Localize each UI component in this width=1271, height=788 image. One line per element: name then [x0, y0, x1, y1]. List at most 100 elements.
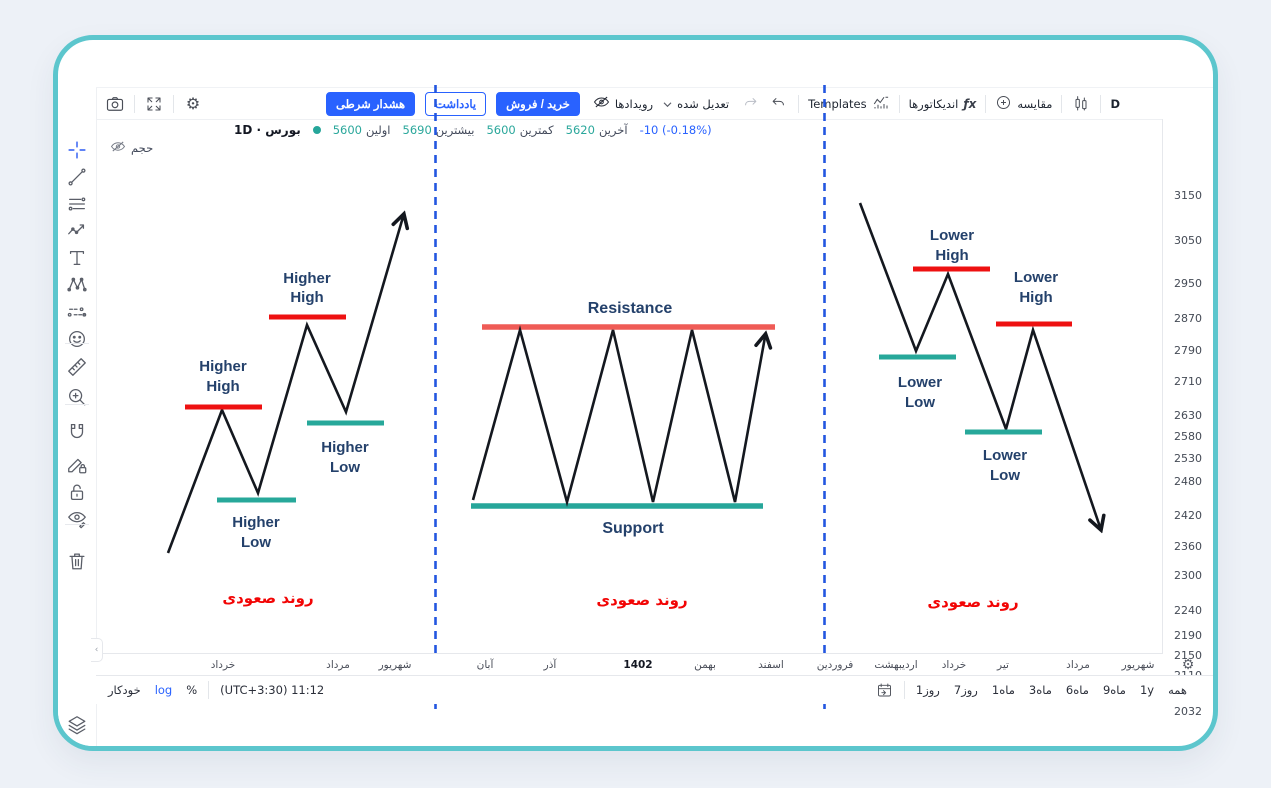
trend-line-icon[interactable] — [66, 166, 88, 188]
trash-icon[interactable] — [66, 550, 88, 572]
lock-icon[interactable] — [66, 481, 88, 503]
time-axis-label: مرداد — [326, 659, 350, 671]
percent-scale-button[interactable]: % — [186, 683, 198, 697]
log-scale-button[interactable]: log — [154, 683, 173, 697]
symbol-name[interactable]: بورس · 1D — [234, 123, 301, 137]
svg-text:Higher: Higher — [232, 514, 280, 531]
svg-text:Lower: Lower — [1014, 269, 1058, 286]
range-6month[interactable]: 6ماه — [1065, 683, 1089, 697]
symbol-legend: بورس · 1D اولین 5600 بیشترین 5690 کمترین 56… — [234, 123, 712, 137]
time-axis-label: شهریور — [1121, 659, 1155, 671]
clock[interactable]: 11:12 (UTC+3:30) — [220, 683, 325, 697]
range-1year[interactable]: 1y — [1139, 683, 1155, 697]
buy-sell-button[interactable]: خرید / فروش — [496, 91, 580, 116]
price-axis-value: 2580 — [1174, 430, 1202, 443]
crosshair-icon[interactable] — [66, 139, 88, 161]
interval-button[interactable]: D — [1110, 96, 1120, 111]
go-to-date-icon[interactable] — [870, 679, 900, 701]
hide-drawings-icon[interactable] — [66, 508, 88, 530]
adjusted-dropdown[interactable]: تعدیل شده — [663, 97, 729, 111]
fullscreen-icon[interactable] — [139, 93, 169, 115]
change-value: -10 (-0.18%) — [639, 123, 712, 137]
chart-canvas[interactable]: Higher High Higher Low Higher High Highe… — [96, 118, 1163, 653]
low-value: کمترین 5600 — [486, 123, 554, 137]
time-axis[interactable]: خرداد مرداد شهریور آبان آذر 1402 بهمن اس… — [96, 653, 1163, 676]
range-1month[interactable]: 1ماه — [991, 683, 1015, 697]
time-axis-label: مرداد — [1066, 659, 1090, 671]
price-axis-value: 2300 — [1174, 569, 1202, 582]
price-axis-value: 2710 — [1174, 375, 1202, 388]
price-axis[interactable]: 3150 3050 2950 2870 2790 2710 2630 2580 … — [1162, 119, 1213, 718]
price-axis-value: 2240 — [1174, 604, 1202, 617]
open-value: اولین 5600 — [332, 123, 391, 137]
uptrend-pattern: Higher High Higher Low Higher High Highe… — [166, 217, 403, 607]
templates-button[interactable]: Templates — [808, 95, 889, 113]
fx-icon: ƒx — [963, 96, 977, 111]
emoji-icon[interactable] — [66, 328, 88, 350]
wave-arrow-icon[interactable] — [66, 220, 88, 242]
svg-text:Higher: Higher — [199, 358, 247, 375]
plus-circle-icon — [995, 94, 1012, 114]
svg-text:High: High — [290, 289, 323, 306]
svg-text:High: High — [935, 247, 968, 264]
range-7day[interactable]: 7روز — [953, 683, 978, 697]
candles-style-icon[interactable] — [1066, 93, 1096, 115]
price-axis-value: 2630 — [1174, 409, 1202, 422]
range-all[interactable]: همه — [1168, 683, 1187, 697]
price-axis-settings-gear-icon[interactable]: ⚙ — [1181, 657, 1195, 673]
collapse-panel-handle[interactable]: ‹ — [91, 638, 103, 662]
range-9month[interactable]: 9ماه — [1102, 683, 1126, 697]
bottom-toolbar: خودکار log % 11:12 (UTC+3:30) 1روز 7روز … — [96, 675, 1213, 704]
time-axis-label: بهمن — [694, 659, 716, 671]
time-axis-label: آبان — [476, 659, 494, 671]
eye-off-icon — [593, 95, 610, 112]
svg-text:Low: Low — [330, 459, 360, 476]
conditional-alert-button[interactable]: هشدار شرطی — [326, 91, 416, 116]
resistance-label: Resistance — [588, 300, 673, 317]
price-axis-value: 2790 — [1174, 344, 1202, 357]
price-axis-value: 3150 — [1174, 189, 1202, 202]
svg-text:Lower: Lower — [898, 374, 942, 391]
price-axis-value: 2420 — [1174, 509, 1202, 522]
auto-scale-button[interactable]: خودکار — [108, 683, 141, 697]
downtrend-caption: روند صعودی — [927, 593, 1018, 611]
price-axis-value: 2480 — [1174, 475, 1202, 488]
price-axis-value: 2950 — [1174, 277, 1202, 290]
uptrend-caption: روند صعودی — [222, 589, 313, 607]
templates-chart-icon — [872, 95, 890, 113]
camera-icon[interactable] — [100, 93, 130, 115]
svg-text:Lower: Lower — [983, 447, 1027, 464]
redo-icon[interactable] — [734, 93, 764, 115]
support-label: Support — [602, 520, 664, 537]
drawing-lock-icon[interactable] — [66, 453, 88, 475]
text-tool-icon[interactable] — [66, 247, 88, 269]
compare-button[interactable]: مقایسه — [995, 94, 1052, 114]
chevron-down-icon — [663, 97, 672, 111]
time-axis-label: فروردین — [816, 659, 854, 671]
svg-text:Low: Low — [905, 394, 935, 411]
events-toggle[interactable]: رویدادها — [593, 95, 653, 112]
range-caption: روند صعودی — [596, 591, 687, 609]
note-button[interactable]: یادداشت — [425, 91, 487, 116]
forecast-tool-icon[interactable] — [66, 301, 88, 323]
settings-gear-icon[interactable]: ⚙ — [185, 93, 201, 113]
svg-text:Higher: Higher — [321, 439, 369, 456]
svg-text:Low: Low — [241, 534, 271, 551]
parallel-channel-icon[interactable] — [66, 193, 88, 215]
xabcd-pattern-icon[interactable] — [66, 274, 88, 296]
indicators-button[interactable]: اندیکاتورها ƒx — [908, 96, 977, 111]
time-axis-label: آذر — [543, 659, 557, 671]
range-1day[interactable]: 1روز — [915, 683, 940, 697]
zoom-in-icon[interactable] — [66, 386, 88, 408]
price-axis-value: 2870 — [1174, 312, 1202, 325]
time-axis-label: تیر — [997, 659, 1009, 671]
ruler-icon[interactable] — [66, 356, 88, 378]
price-axis-value: 3050 — [1174, 234, 1202, 247]
undo-icon[interactable] — [764, 93, 794, 115]
svg-text:Low: Low — [990, 467, 1020, 484]
top-toolbar: ⚙ هشدار شرطی یادداشت خرید / فروش رویداده… — [96, 87, 1213, 120]
volume-legend[interactable]: حجم — [110, 140, 153, 156]
range-3month[interactable]: 3ماه — [1028, 683, 1052, 697]
magnet-icon[interactable] — [66, 421, 88, 443]
object-tree-layers-icon[interactable] — [66, 714, 88, 736]
